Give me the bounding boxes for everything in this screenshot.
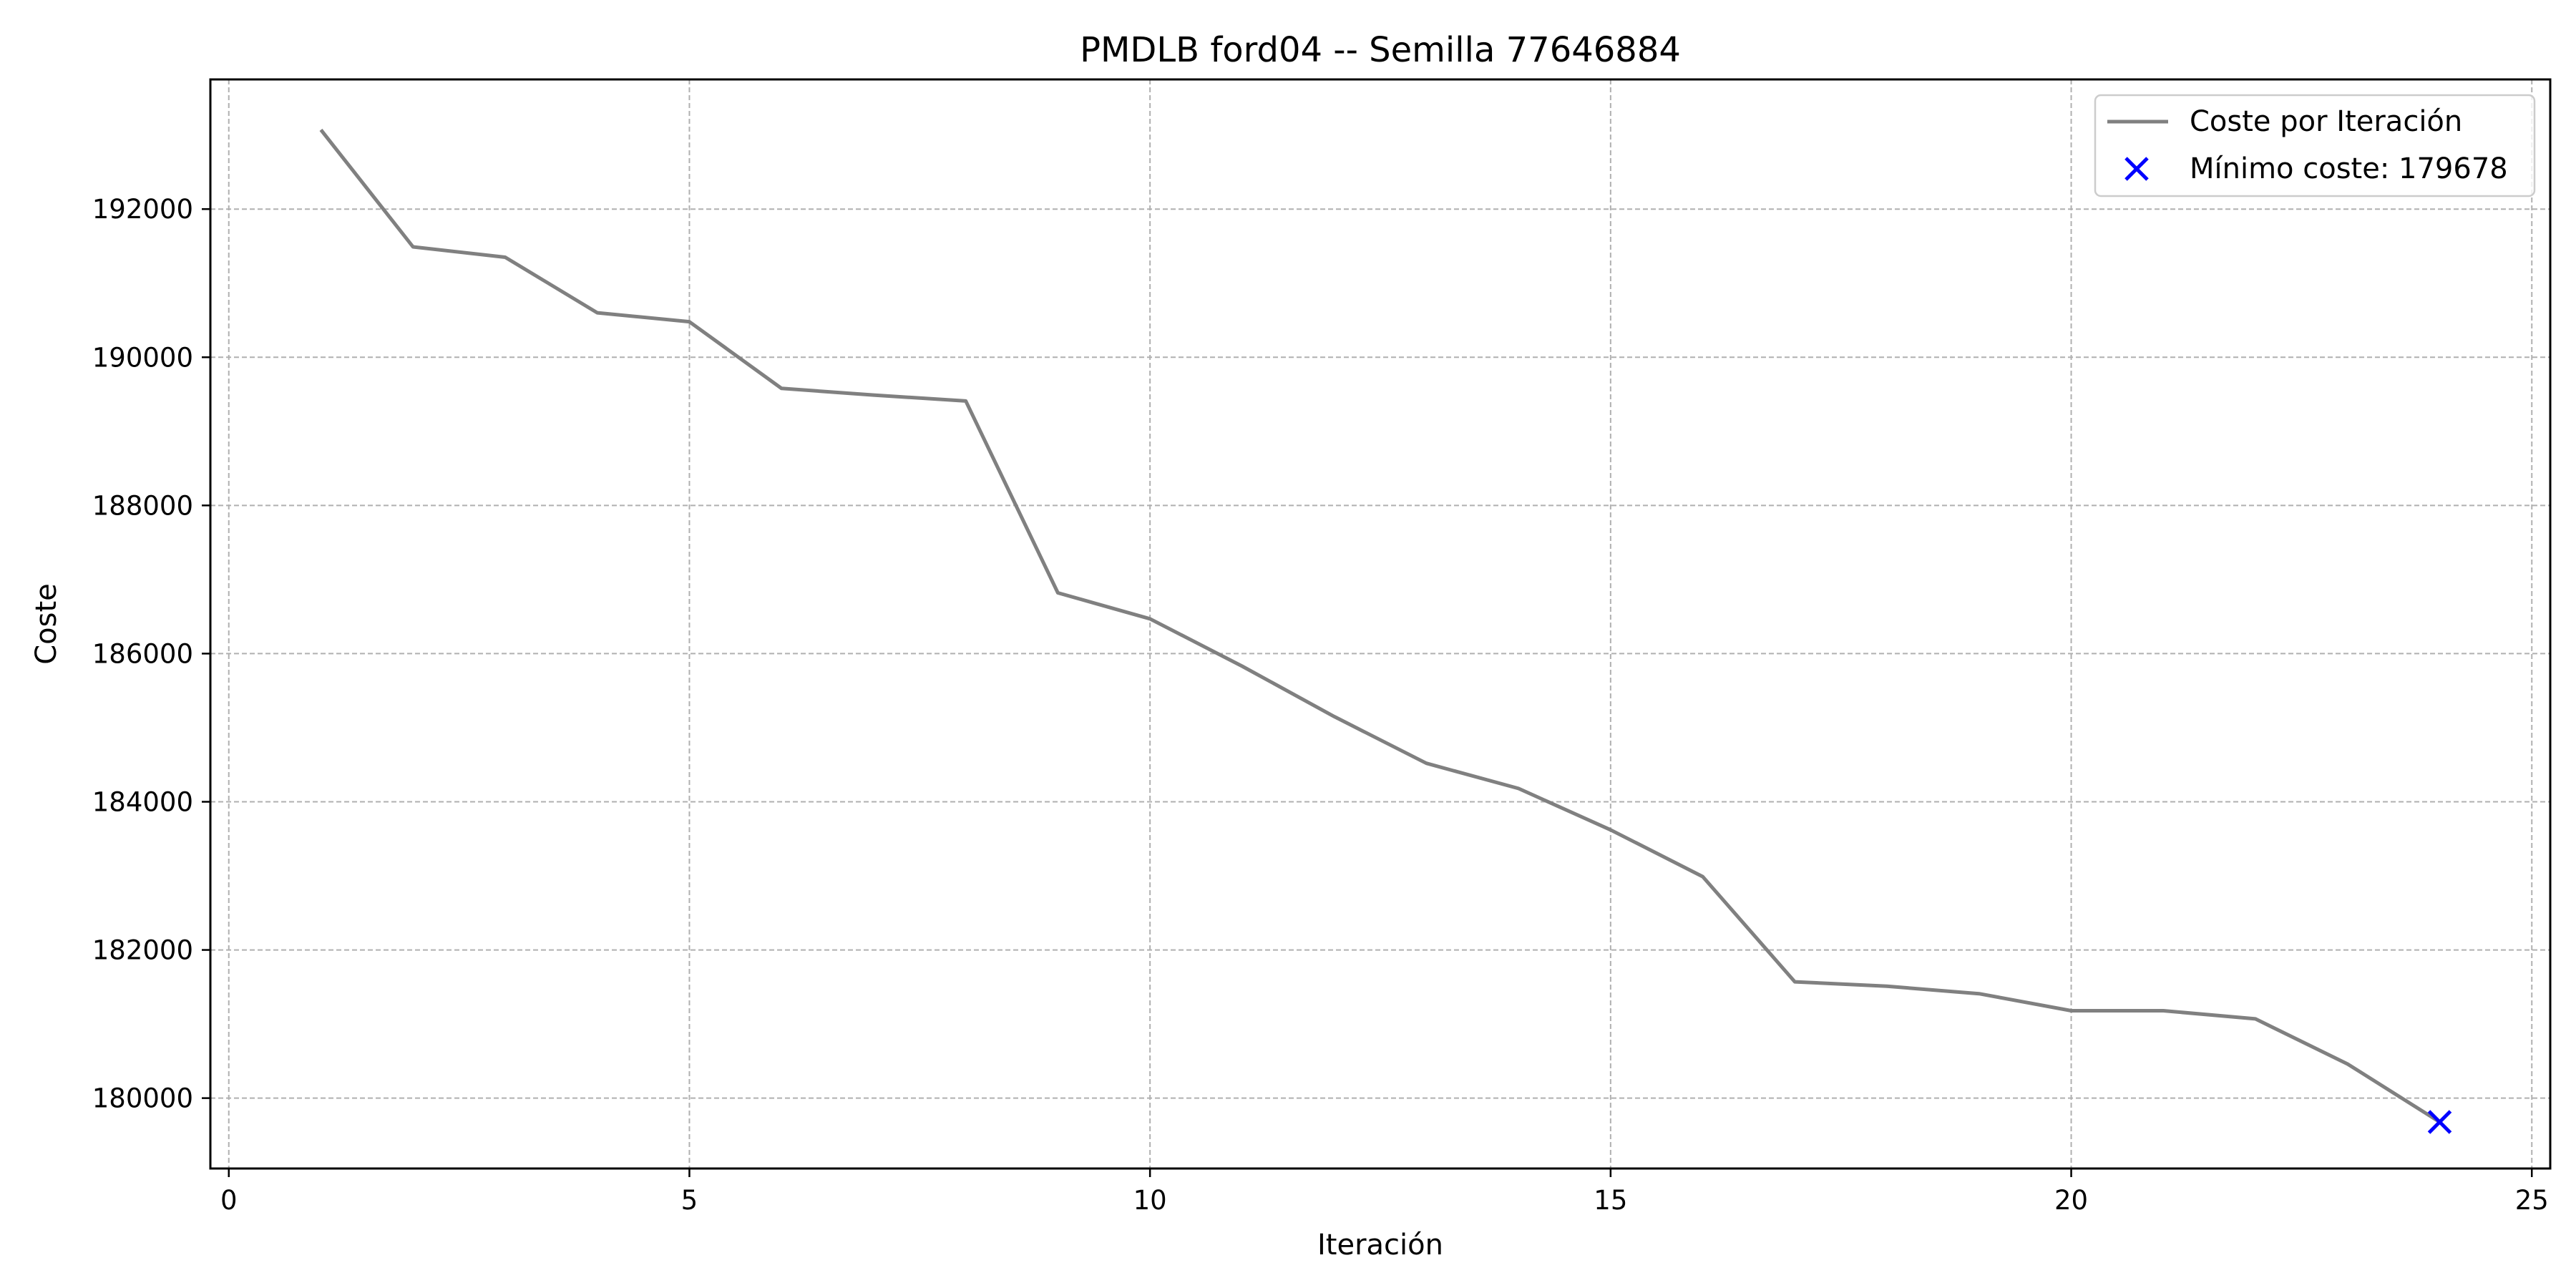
x-tick-label: 10	[1133, 1185, 1167, 1216]
x-tick-label: 25	[2515, 1185, 2549, 1216]
y-tick-label: 182000	[92, 935, 193, 966]
y-axis: 180000 182000 184000 186000 188000 190000 1920…	[92, 194, 210, 1114]
y-tick-label: 186000	[92, 638, 193, 669]
y-tick-label: 184000	[92, 786, 193, 817]
x-tick-label: 15	[1594, 1185, 1627, 1216]
series-layer	[319, 128, 2452, 1134]
minimum-marker	[2427, 1110, 2452, 1134]
y-tick-label: 188000	[92, 490, 193, 521]
y-tick-label: 180000	[92, 1083, 193, 1114]
minimum-marker-stroke	[2427, 1110, 2452, 1134]
legend-marker-minimum-icon	[2124, 157, 2149, 181]
y-tick-label: 192000	[92, 194, 193, 225]
x-tick-label: 5	[681, 1185, 698, 1216]
y-tick-label: 190000	[92, 342, 193, 373]
x-tick-label: 20	[2054, 1185, 2088, 1216]
y-axis-title: Coste	[30, 583, 63, 665]
legend: Coste por Iteración Mínimo coste: 179678	[2094, 94, 2536, 197]
grid	[210, 79, 2550, 1169]
x-tick-label: 0	[220, 1185, 238, 1216]
plot-area-background	[210, 79, 2550, 1169]
x-axis-title: Iteración	[1317, 1229, 1443, 1262]
chart-title: PMDLB ford04 -- Semilla 77646884	[1080, 30, 1681, 70]
plot-frame	[209, 78, 2552, 1170]
legend-label-minimum: Mínimo coste: 179678	[2190, 152, 2508, 185]
series-line-coste	[319, 128, 2441, 1124]
x-axis: 0 5 10 15 20 25	[220, 1169, 2549, 1216]
legend-label-series: Coste por Iteración	[2190, 105, 2462, 138]
legend-box	[2094, 94, 2536, 197]
